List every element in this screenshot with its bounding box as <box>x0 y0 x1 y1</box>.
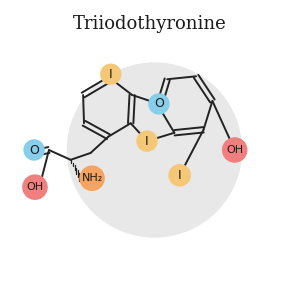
Text: I: I <box>145 135 149 148</box>
Circle shape <box>168 164 191 187</box>
Circle shape <box>100 64 122 85</box>
Text: OH: OH <box>26 182 44 192</box>
Text: OH: OH <box>226 145 243 155</box>
Circle shape <box>22 174 48 200</box>
Circle shape <box>23 139 45 161</box>
Circle shape <box>79 166 105 191</box>
Text: I: I <box>109 68 112 81</box>
Circle shape <box>222 137 248 163</box>
Circle shape <box>67 62 242 238</box>
Circle shape <box>148 93 169 115</box>
Text: O: O <box>29 143 39 157</box>
Text: Triiodothyronine: Triiodothyronine <box>73 15 227 33</box>
Text: NH₂: NH₂ <box>81 173 103 183</box>
Text: I: I <box>178 169 181 182</box>
Text: O: O <box>154 98 164 110</box>
Circle shape <box>136 130 158 152</box>
